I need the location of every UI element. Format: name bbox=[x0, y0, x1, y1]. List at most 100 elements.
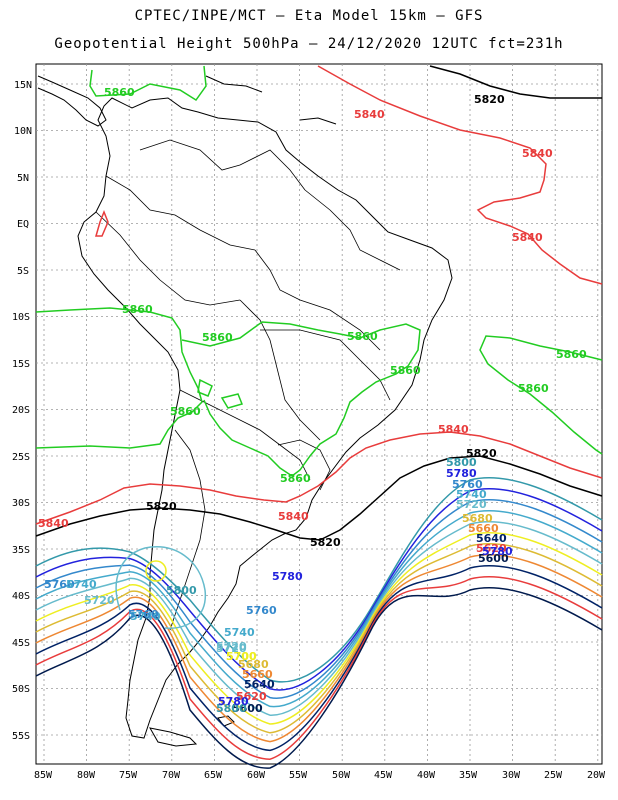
graticule bbox=[36, 64, 602, 764]
contour-southern-band bbox=[35, 487, 603, 691]
lat-label: 15N bbox=[14, 80, 32, 91]
contour-label-5700: 5700 bbox=[226, 650, 257, 663]
contour-label-5840: 5840 bbox=[512, 231, 543, 244]
contour-label-5860: 5860 bbox=[202, 331, 233, 344]
contour-label-5720: 5720 bbox=[84, 594, 115, 607]
map-frame bbox=[35, 63, 603, 765]
tierra-del-fuego bbox=[149, 727, 198, 747]
contour-southern-band bbox=[35, 520, 603, 716]
caribbean-coast bbox=[205, 75, 337, 125]
contour-label-5760: 5760 bbox=[452, 478, 483, 491]
contour-label-5820: 5820 bbox=[310, 536, 341, 549]
lon-label: 65W bbox=[204, 770, 223, 781]
contour-label-5620: 5620 bbox=[476, 542, 507, 555]
contour-label-5860: 5860 bbox=[518, 382, 549, 395]
contour-label-5840: 5840 bbox=[438, 423, 469, 436]
contour-label-5740: 5740 bbox=[66, 578, 97, 591]
map-title-line-2: Geopotential Height 500hPa – 24/12/2020 … bbox=[54, 36, 564, 52]
lat-label: 25S bbox=[12, 452, 30, 463]
contour-label-5780: 5780 bbox=[482, 545, 513, 558]
lon-label: 50W bbox=[332, 770, 351, 781]
contour-southern-band bbox=[35, 542, 603, 734]
lat-label: 5N bbox=[17, 173, 29, 184]
contour-label-5600: 5600 bbox=[232, 702, 263, 715]
closed-low-contour bbox=[145, 560, 167, 582]
contour-5820-north bbox=[429, 65, 602, 99]
contour-label-5860: 5860 bbox=[104, 86, 135, 99]
contour-label-5720: 5720 bbox=[216, 642, 247, 655]
lon-label: 40W bbox=[417, 770, 436, 781]
contour-label-5780: 5780 bbox=[446, 467, 477, 480]
contour-5860-small bbox=[197, 378, 213, 397]
lat-label: 45S bbox=[12, 638, 30, 649]
contour-southern-band bbox=[35, 586, 603, 769]
lat-label: 10S bbox=[12, 312, 30, 323]
lat-label: 55S bbox=[12, 731, 30, 742]
latitude-labels: 15N 10N 5N EQ 5S 10S 15S 20S 25S 30S 35S… bbox=[12, 80, 32, 742]
contour-label-5720: 5720 bbox=[456, 498, 487, 511]
contour-5860-brazil bbox=[181, 321, 421, 477]
contour-5840-andes bbox=[95, 209, 109, 237]
lon-label: 25W bbox=[544, 770, 563, 781]
contour-5820-south bbox=[35, 455, 603, 541]
height-contours bbox=[35, 65, 603, 541]
contour-label-5740: 5740 bbox=[224, 626, 255, 639]
south-america-coastline bbox=[77, 97, 453, 739]
contour-label-5740: 5740 bbox=[456, 488, 487, 501]
contour-label-5720: 5720 bbox=[216, 640, 247, 653]
contour-label-5860: 5860 bbox=[347, 330, 378, 343]
lon-label: 55W bbox=[289, 770, 308, 781]
contour-label-5760: 5760 bbox=[246, 604, 277, 617]
contour-label-5860: 5860 bbox=[170, 405, 201, 418]
contour-label-5840: 5840 bbox=[278, 510, 309, 523]
contour-southern-band bbox=[35, 564, 603, 752]
contour-label-5640: 5640 bbox=[476, 532, 507, 545]
contour-label-5860: 5860 bbox=[390, 364, 421, 377]
closed-low-ring bbox=[115, 546, 206, 629]
contour-southern-band bbox=[35, 509, 603, 708]
lon-label: 70W bbox=[162, 770, 181, 781]
contour-label-5820: 5820 bbox=[466, 447, 497, 460]
contour-label-5840: 5840 bbox=[354, 108, 385, 121]
lat-label: 15S bbox=[12, 359, 30, 370]
contour-label-5700: 5700 bbox=[226, 650, 257, 663]
map-title-line-1: CPTEC/INPE/MCT – Eta Model 15km – GFS bbox=[134, 8, 484, 24]
contour-label-5740: 5740 bbox=[130, 610, 161, 623]
lat-label: 35S bbox=[12, 545, 30, 556]
contour-label-5780: 5780 bbox=[218, 695, 249, 708]
lat-label: 30S bbox=[12, 498, 30, 509]
contour-label-5760: 5760 bbox=[44, 578, 75, 591]
contour-label-5660: 5660 bbox=[242, 668, 273, 681]
contour-label-5820: 5820 bbox=[146, 500, 177, 513]
lon-label: 20W bbox=[587, 770, 606, 781]
lat-label: 5S bbox=[17, 266, 29, 277]
lon-label: 80W bbox=[77, 770, 96, 781]
lat-label: 50S bbox=[12, 684, 30, 695]
contour-5840-north bbox=[317, 65, 603, 285]
lon-label: 85W bbox=[34, 770, 53, 781]
lon-label: 60W bbox=[247, 770, 266, 781]
contour-5840-south bbox=[35, 431, 603, 525]
lon-label: 75W bbox=[119, 770, 138, 781]
contour-label-5760: 5760 bbox=[128, 608, 159, 621]
contour-label-5780: 5780 bbox=[272, 570, 303, 583]
country-borders bbox=[95, 139, 401, 631]
contour-label-5860: 5860 bbox=[280, 472, 311, 485]
contour-southern-band bbox=[35, 553, 603, 743]
contour-label-5600: 5600 bbox=[478, 552, 509, 565]
contour-labels: 5860 5860 5860 5860 5860 5860 5860 5860 … bbox=[38, 86, 587, 549]
central-america-coastline bbox=[37, 75, 107, 127]
contour-label-5860: 5860 bbox=[556, 348, 587, 361]
contour-label-5620: 5620 bbox=[236, 690, 267, 703]
contour-southern-band bbox=[35, 531, 603, 725]
contour-label-5820: 5820 bbox=[474, 93, 505, 106]
contour-label-5680: 5680 bbox=[462, 512, 493, 525]
contour-label-5800: 5800 bbox=[446, 456, 477, 469]
lat-label: 20S bbox=[12, 405, 30, 416]
lat-label: 10N bbox=[14, 126, 32, 137]
contour-southern-band bbox=[35, 498, 603, 699]
lat-label: 40S bbox=[12, 591, 30, 602]
contour-label-5860: 5860 bbox=[122, 303, 153, 316]
contour-label-5800: 5800 bbox=[216, 702, 247, 715]
